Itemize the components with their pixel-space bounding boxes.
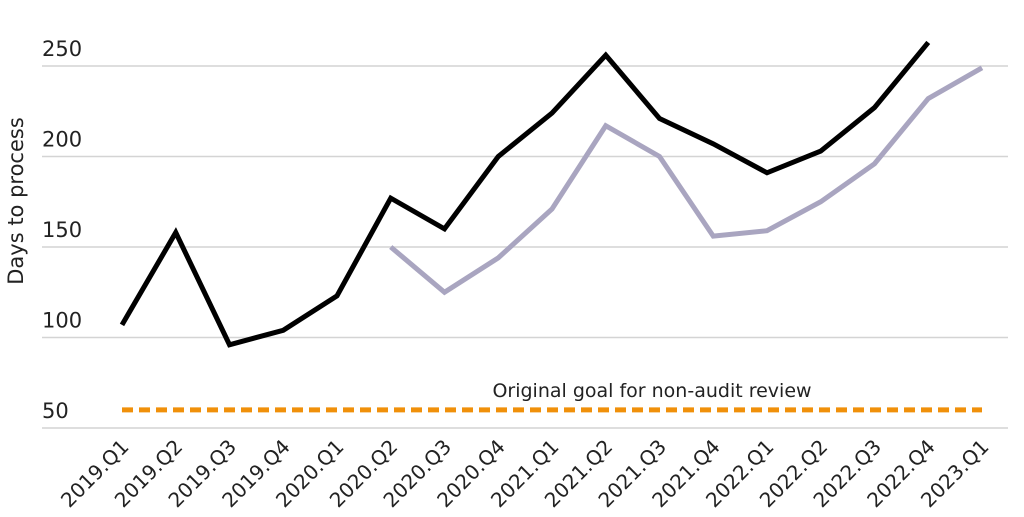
y-tick-label: 150 [42,218,82,242]
goal-label: Original goal for non-audit review [492,380,811,402]
y-tick-label: 250 [42,37,82,61]
y-tick-label: 50 [42,399,69,423]
y-tick-label: 200 [42,128,82,152]
y-tick-label: 100 [42,309,82,333]
y-axis-label: Days to process [4,117,28,285]
series-line-0 [122,42,928,344]
